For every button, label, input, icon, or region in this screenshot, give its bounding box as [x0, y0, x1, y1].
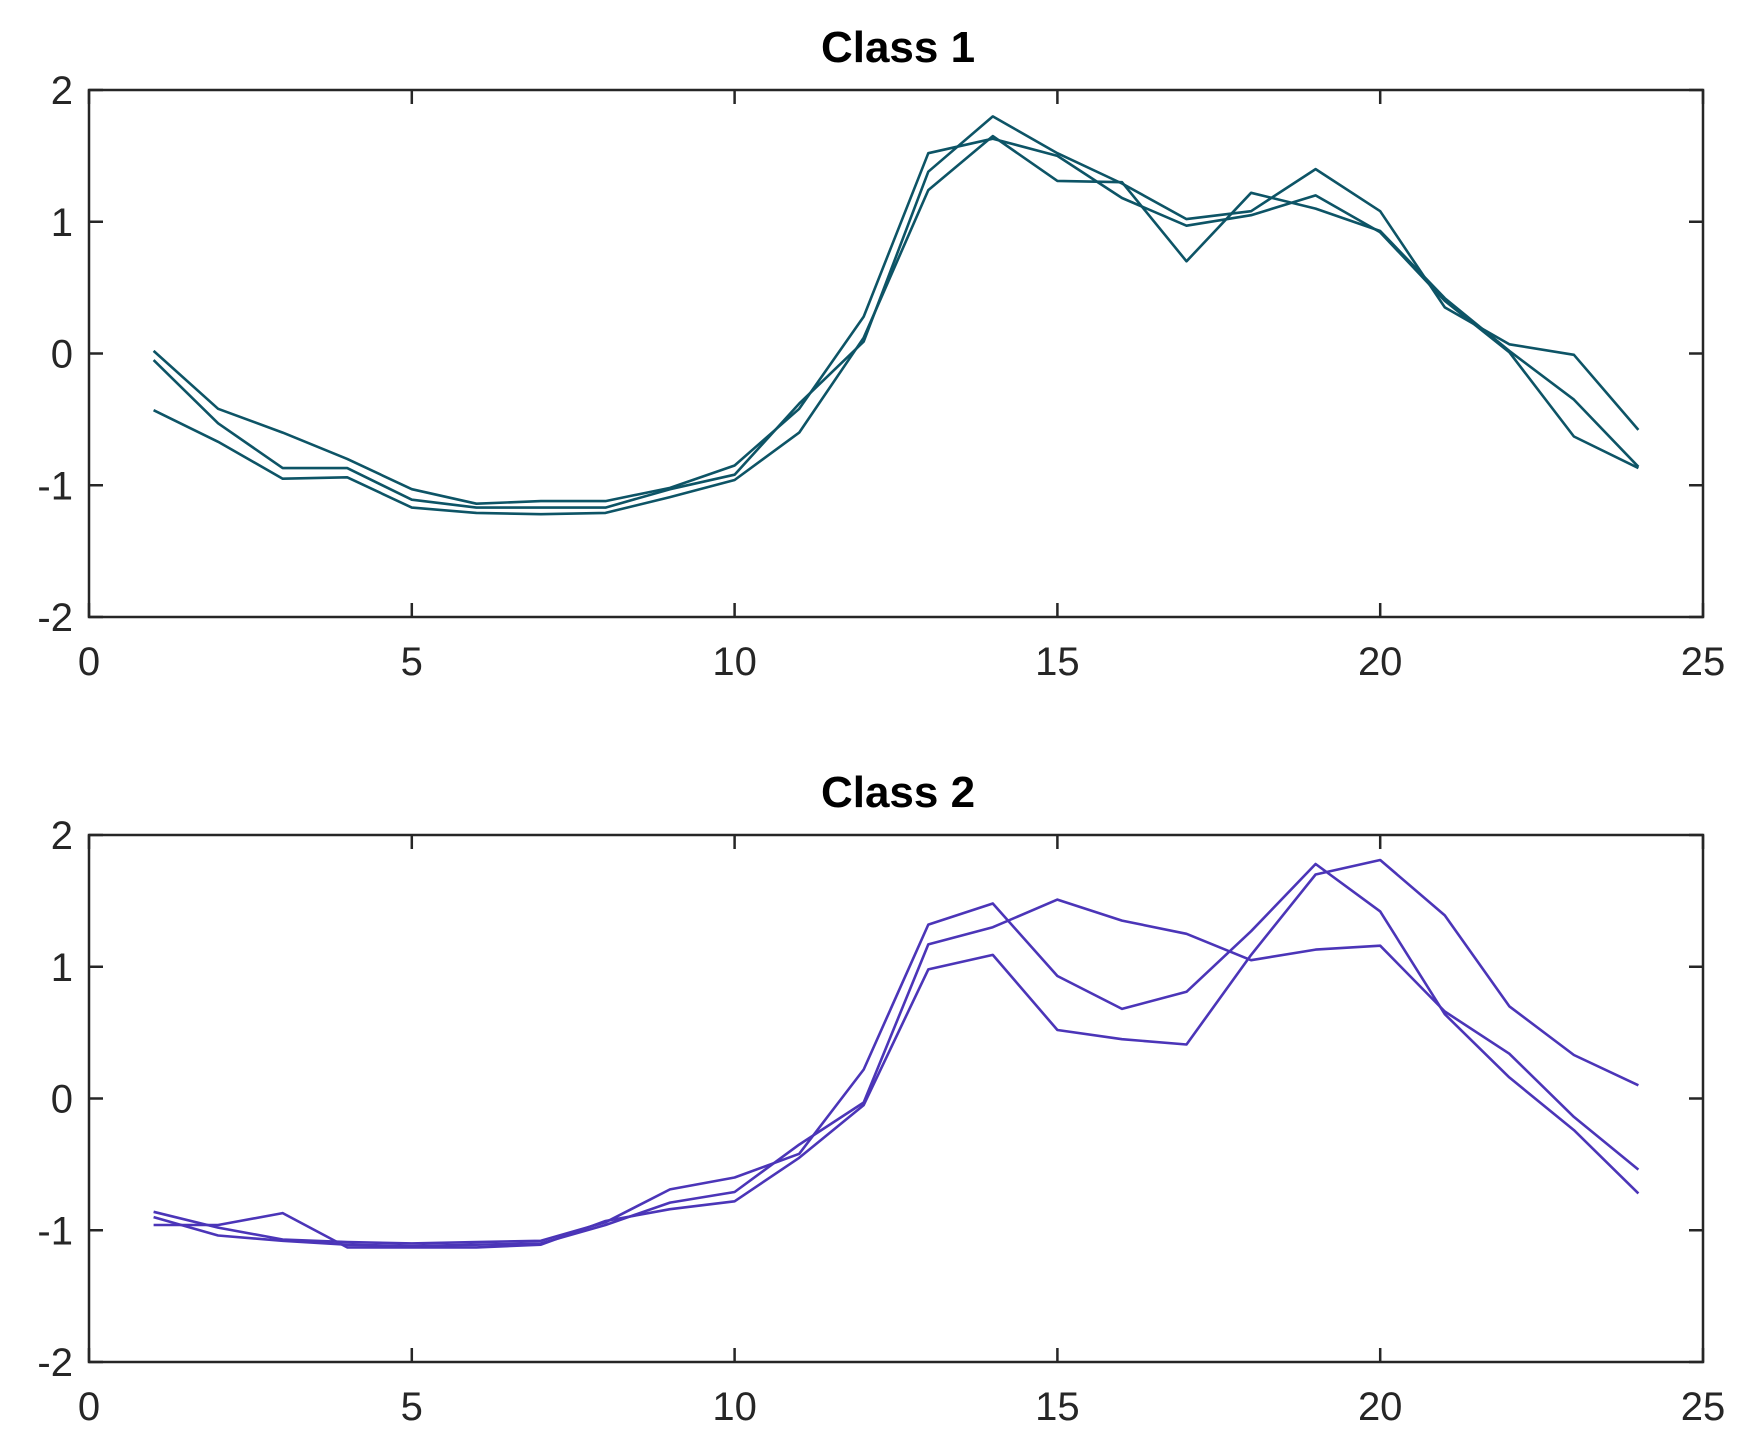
y-tick-label: 1 — [51, 201, 73, 245]
series-line-2 — [153, 858, 1639, 1249]
axes-frame — [87, 833, 1705, 1364]
x-tick-label: 25 — [1681, 1385, 1726, 1429]
chart-title: Class 2 — [821, 768, 975, 817]
y-tick-label: -1 — [37, 1209, 73, 1253]
chart-panel-2: Class 2 0 5 10 15 20 25 -2 -1 0 1 2 — [37, 768, 1725, 1429]
x-tick-label: 20 — [1358, 1385, 1403, 1429]
x-tick-label: 5 — [401, 640, 423, 684]
y-tick-label: 0 — [51, 1078, 73, 1122]
series-line-1 — [153, 862, 1640, 1245]
y-tick-label: 0 — [51, 333, 73, 377]
x-tick-label: 10 — [712, 1385, 757, 1429]
x-tick-label: 0 — [78, 1385, 100, 1429]
x-tick-label: 5 — [401, 1385, 423, 1429]
series-line-2 — [152, 115, 1640, 509]
axes-frame — [87, 88, 1705, 619]
y-tick-label: 1 — [51, 946, 73, 990]
x-tick-label: 15 — [1035, 640, 1080, 684]
series-line-3 — [153, 898, 1640, 1248]
x-tick-label: 10 — [712, 640, 757, 684]
y-tick-label: 2 — [51, 814, 73, 858]
x-tick-label: 20 — [1358, 640, 1403, 684]
y-tick-label: -2 — [37, 596, 73, 640]
y-tick-label: -1 — [37, 464, 73, 508]
chart-title: Class 1 — [821, 23, 975, 72]
chart-panel-1: Class 1 0 5 10 15 20 25 -2 -1 0 1 2 — [37, 23, 1725, 684]
series-line-1 — [152, 137, 1639, 506]
y-tick-label: -2 — [37, 1341, 73, 1385]
y-tick-label: 2 — [51, 69, 73, 113]
x-tick-label: 15 — [1035, 1385, 1080, 1429]
x-tick-label: 25 — [1681, 640, 1726, 684]
x-tick-label: 0 — [78, 640, 100, 684]
series-line-3 — [153, 134, 1640, 516]
